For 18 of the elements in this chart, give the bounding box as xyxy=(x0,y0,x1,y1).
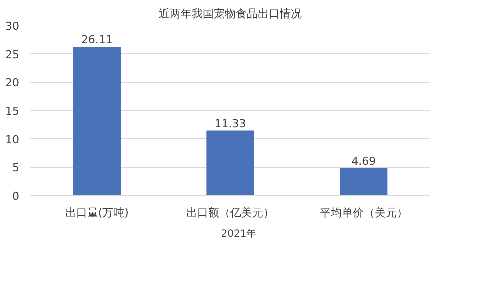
bar xyxy=(73,47,121,196)
data-label: 11.33 xyxy=(214,117,246,130)
y-tick-label: 20 xyxy=(6,76,20,90)
data-label: 26.11 xyxy=(81,34,113,47)
bar xyxy=(340,168,388,196)
y-tick-label: 30 xyxy=(6,20,20,33)
bar xyxy=(206,130,254,196)
y-tick-label: 5 xyxy=(12,162,20,175)
y-tick-label: 25 xyxy=(6,48,20,62)
y-tick-label: 10 xyxy=(6,133,20,146)
x-tick-label: 出口量(万吨) xyxy=(65,206,129,220)
x-tick-label: 出口额（亿美元） xyxy=(186,206,274,220)
chart-title: 近两年我国宠物食品出口情况 xyxy=(159,8,302,20)
data-label: 4.69 xyxy=(352,154,376,168)
y-tick-label: 15 xyxy=(6,105,20,118)
x-tick-label: 平均单价（美元） xyxy=(320,206,408,220)
text: 2021年 xyxy=(221,228,257,241)
y-tick-label: 0 xyxy=(12,190,20,203)
